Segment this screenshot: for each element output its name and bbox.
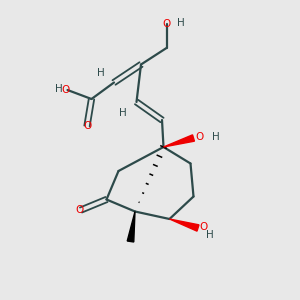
Polygon shape bbox=[169, 219, 199, 231]
Polygon shape bbox=[127, 212, 135, 242]
Polygon shape bbox=[164, 135, 194, 147]
Text: O: O bbox=[195, 132, 203, 142]
Text: O: O bbox=[200, 222, 208, 233]
Text: H: H bbox=[212, 132, 220, 142]
Text: H: H bbox=[177, 18, 185, 28]
Text: H: H bbox=[97, 68, 104, 79]
Text: O: O bbox=[62, 85, 70, 95]
Text: O: O bbox=[75, 205, 84, 215]
Text: O: O bbox=[162, 19, 171, 29]
Text: H: H bbox=[119, 107, 127, 118]
Text: H: H bbox=[55, 84, 62, 94]
Text: O: O bbox=[83, 121, 91, 131]
Text: H: H bbox=[206, 230, 214, 240]
